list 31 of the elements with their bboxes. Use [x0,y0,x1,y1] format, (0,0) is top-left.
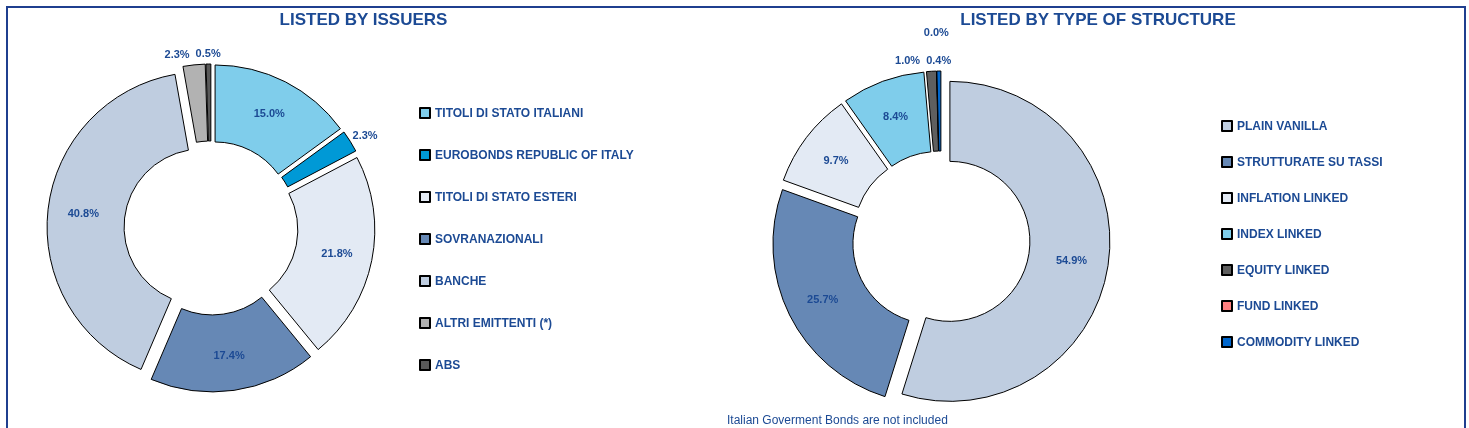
data-label: 2.3% [352,129,378,142]
data-label: 15.0% [253,107,286,120]
data-label: 40.8% [67,207,100,220]
chart-title: LISTED BY TYPE OF STRUCTURE [960,10,1236,29]
legend-label: STRUTTURATE SU TASSI [1237,155,1383,169]
legend-label: INFLATION LINKED [1237,191,1349,205]
legend-label: COMMODITY LINKED [1237,335,1360,349]
text: 0.0% [923,26,949,39]
text: Italian Goverment Bonds are not included [727,413,948,427]
legend-label: TITOLI DI STATO ESTERI [435,190,577,204]
legend-label: SOVRANAZIONALI [435,232,543,246]
legend-label: EQUITY LINKED [1237,263,1330,277]
data-label: 9.7% [823,153,849,166]
legend-label: BANCHE [435,274,487,288]
data-label: 25.7% [807,292,839,305]
legend-label: ABS [435,358,461,372]
data-label: 0.4% [926,54,952,67]
legend-label: FUND LINKED [1237,299,1319,313]
data-label: 21.8% [321,247,353,260]
chart-title: LISTED BY ISSUERS [279,10,448,29]
legend-label: PLAIN VANILLA [1237,119,1328,133]
data-label: 54.9% [1055,254,1088,267]
legend-label: ALTRI EMITTENTI (*) [435,316,553,330]
data-label: 1.0% [895,54,921,67]
legend-label: EUROBONDS REPUBLIC OF ITALY [435,148,634,162]
data-label: 8.4% [883,110,909,123]
data-label: 17.4% [213,349,245,362]
legend-label: TITOLI DI STATO ITALIANI [435,106,584,120]
legend-label: INDEX LINKED [1237,227,1323,241]
data-label: 0.5% [195,47,221,60]
data-label: 2.3% [164,47,190,60]
